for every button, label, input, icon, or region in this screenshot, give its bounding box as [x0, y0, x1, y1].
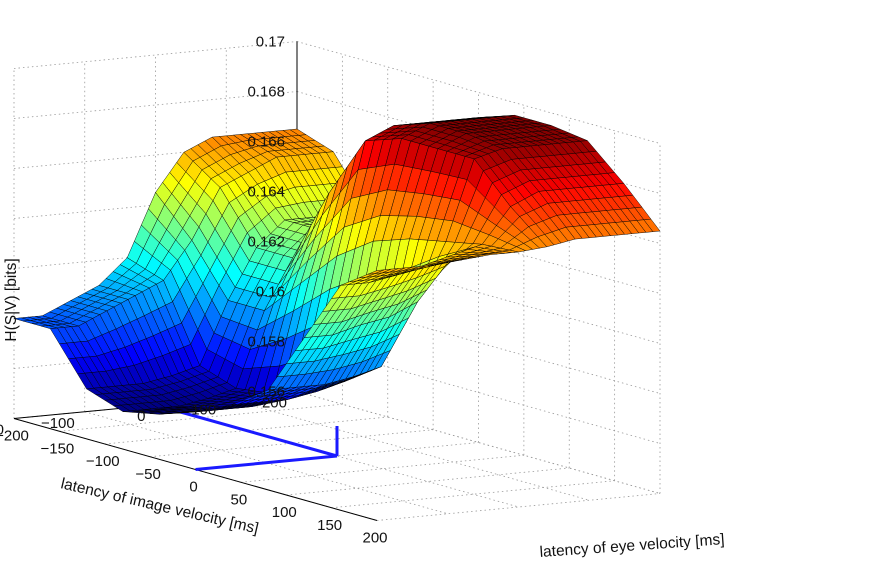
origin-line-y: [155, 403, 338, 458]
origin-line-x: [195, 454, 338, 471]
y-tick-label: −100: [41, 415, 75, 432]
y-tick-label: 200: [262, 395, 287, 412]
floor-grid-y: [226, 397, 590, 501]
z-tick-label: 0.168: [247, 84, 285, 101]
x-axis-label: latency of eye velocity [ms]: [539, 531, 725, 561]
x-tick-label: −150: [40, 440, 74, 457]
x-tick-label: 0: [189, 479, 197, 496]
z-tick-label: 0.156: [247, 384, 285, 401]
surface-facet: [367, 269, 385, 275]
floor-grid-x: [376, 493, 661, 521]
z-tick-label: 0.16: [256, 284, 285, 301]
x-tick-label: 100: [272, 504, 297, 521]
floor-grid-x: [286, 467, 570, 496]
y-tick-label: 100: [191, 401, 216, 418]
y-tick-label: 0: [137, 408, 145, 425]
z-axis-label: H(S|V) [bits]: [3, 258, 20, 341]
floor-grid-x: [240, 454, 524, 483]
z-tick-label: 0.164: [247, 184, 285, 201]
x-tick-label: 50: [231, 491, 248, 508]
z-tick-label: 0.166: [247, 134, 285, 151]
x-tick-label: −100: [86, 453, 120, 470]
x-tick-label: 200: [362, 530, 387, 547]
tick-labels: −200 −150 −100 −50 0 50 100 150 200 −200 −100 0 100 2…: [0, 34, 388, 547]
z-tick-label: 0.17: [256, 34, 285, 51]
z-tick-label: 0.158: [247, 334, 285, 351]
x-tick-label: −50: [135, 466, 160, 483]
y-tick-label: −200: [0, 422, 4, 439]
origin-marker: [155, 403, 339, 471]
left-wall-grid-z: [13, 41, 298, 69]
x-tick-label: 150: [317, 517, 342, 534]
z-tick-label: 0.162: [247, 234, 285, 251]
x-tick-label: −200: [0, 428, 29, 445]
surface-mesh: [13, 114, 661, 415]
